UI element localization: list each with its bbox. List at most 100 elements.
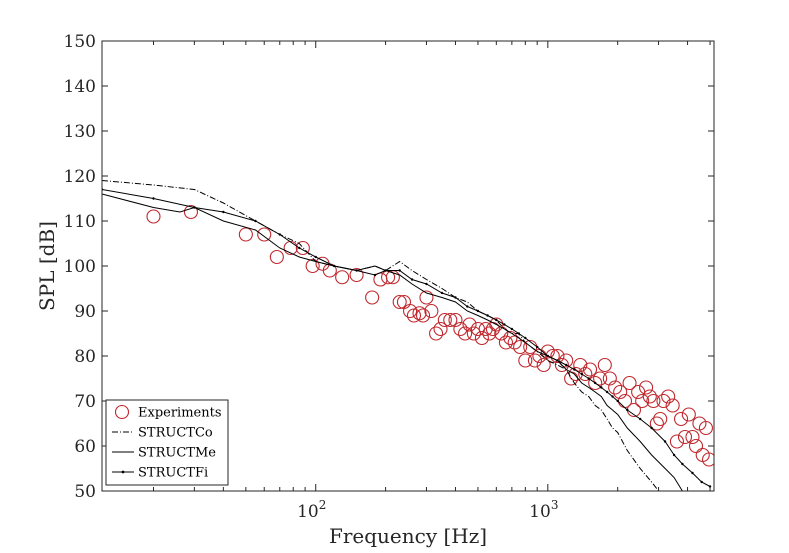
structfi-marker xyxy=(332,264,336,268)
experiment-point xyxy=(669,434,684,449)
experiment-point xyxy=(527,353,542,368)
y-tick-label: 50 xyxy=(74,482,96,502)
ticks-layer xyxy=(102,40,714,492)
experiment-point xyxy=(269,249,284,265)
structfi-marker xyxy=(638,417,642,421)
structfi-marker xyxy=(355,269,358,272)
experiment-point xyxy=(608,380,623,395)
y-tick-label: 150 xyxy=(64,32,96,52)
structfi-marker xyxy=(587,377,590,380)
y-tick-label: 110 xyxy=(64,212,96,232)
experiment-point xyxy=(685,429,700,445)
y-tick-labels: 50 60 70 80 90 100 110 120 130 140 150 xyxy=(64,32,96,502)
y-tick-label: 80 xyxy=(74,347,96,367)
experiment-point xyxy=(424,303,439,319)
structfi-marker xyxy=(278,233,281,236)
legend-label-structco: STRUCTCo xyxy=(138,426,213,441)
structfi-marker xyxy=(593,381,597,385)
structfi-marker xyxy=(681,462,684,466)
experiment-point xyxy=(573,357,588,373)
structfi-marker xyxy=(517,332,521,335)
experiment-point xyxy=(588,375,603,391)
experiment-point xyxy=(673,411,689,427)
structfi-marker xyxy=(691,471,694,475)
structfi-marker xyxy=(556,359,559,362)
y-axis-title: SPL [dB] xyxy=(35,221,59,311)
legend-box xyxy=(105,399,229,486)
experiment-point xyxy=(639,380,654,395)
experiment-point xyxy=(458,326,473,341)
structfi-marker xyxy=(626,408,629,412)
legend-label-structme: STRUCTMe xyxy=(138,446,216,461)
structfi-line xyxy=(102,189,711,487)
y-tick-label: 60 xyxy=(74,437,96,457)
experiment-point xyxy=(419,290,434,305)
experiment-point xyxy=(642,389,657,404)
experiment-point xyxy=(453,321,468,337)
experiment-point xyxy=(335,270,350,285)
structfi-marker xyxy=(600,386,603,389)
structfi-marker xyxy=(425,282,428,286)
experiment-point xyxy=(238,227,253,242)
legend-label-experiments: Experiments xyxy=(138,406,222,421)
structme-line xyxy=(102,193,683,491)
experiment-point xyxy=(462,317,477,332)
experiment-point xyxy=(677,429,693,445)
experiment-point xyxy=(305,258,320,274)
experiment-point xyxy=(582,362,598,377)
structfi-marker xyxy=(573,368,576,371)
structfi-marker xyxy=(650,426,653,430)
experiment-point xyxy=(613,384,628,400)
structfi-marker xyxy=(605,390,609,394)
experiment-point xyxy=(656,393,671,409)
y-tick-label: 100 xyxy=(64,257,96,277)
experiment-point xyxy=(536,357,551,373)
experiment-point xyxy=(433,321,448,337)
experiment-point xyxy=(295,240,310,256)
experiment-point xyxy=(257,227,272,242)
experiment-point xyxy=(698,420,713,436)
experiment-point xyxy=(482,326,497,341)
experiment-point xyxy=(518,353,533,368)
experiment-point xyxy=(489,317,504,332)
structfi-marker xyxy=(152,197,155,200)
experiment-point xyxy=(635,393,650,409)
experiment-point xyxy=(429,326,444,341)
x-tick-label-exponent: 2 xyxy=(319,498,327,512)
experiment-point xyxy=(593,371,608,386)
structfi-marker xyxy=(476,309,480,313)
experiment-point xyxy=(554,357,569,373)
structfi-marker xyxy=(466,305,469,308)
structfi-marker xyxy=(503,323,506,326)
structfi-marker xyxy=(193,206,196,209)
x-tick-label-exponent: 3 xyxy=(551,498,559,512)
experiment-point xyxy=(653,411,668,427)
y-tick-label: 120 xyxy=(64,167,96,187)
legend-items: Experiments STRUCTCo STRUCTMe STRUCTFi xyxy=(112,404,222,481)
experiment-point xyxy=(146,209,161,224)
legend: Experiments STRUCTCo STRUCTMe STRUCTFi xyxy=(105,399,229,486)
experiment-point xyxy=(503,330,518,346)
structfi-marker xyxy=(663,440,667,443)
legend-swatch-experiments xyxy=(114,404,130,420)
structfi-marker xyxy=(546,354,550,358)
experiment-point xyxy=(415,308,431,323)
structfi-marker xyxy=(495,318,498,322)
structfi-marker xyxy=(672,453,676,457)
structfi-marker xyxy=(410,278,414,281)
experiment-point xyxy=(365,290,380,305)
structfi-marker xyxy=(611,395,614,398)
x-tick-label: 103 xyxy=(529,498,558,522)
structfi-marker xyxy=(616,399,619,403)
experiment-point xyxy=(646,393,661,409)
structfi-marker xyxy=(298,246,301,250)
y-tick-label: 140 xyxy=(64,77,96,97)
experiment-point xyxy=(392,294,407,310)
experiment-point xyxy=(701,452,714,467)
experiment-point xyxy=(412,306,427,321)
experiment-point xyxy=(474,330,489,346)
structfi-marker xyxy=(440,291,444,295)
structfi-marker xyxy=(398,269,401,272)
experiment-point xyxy=(507,335,522,350)
